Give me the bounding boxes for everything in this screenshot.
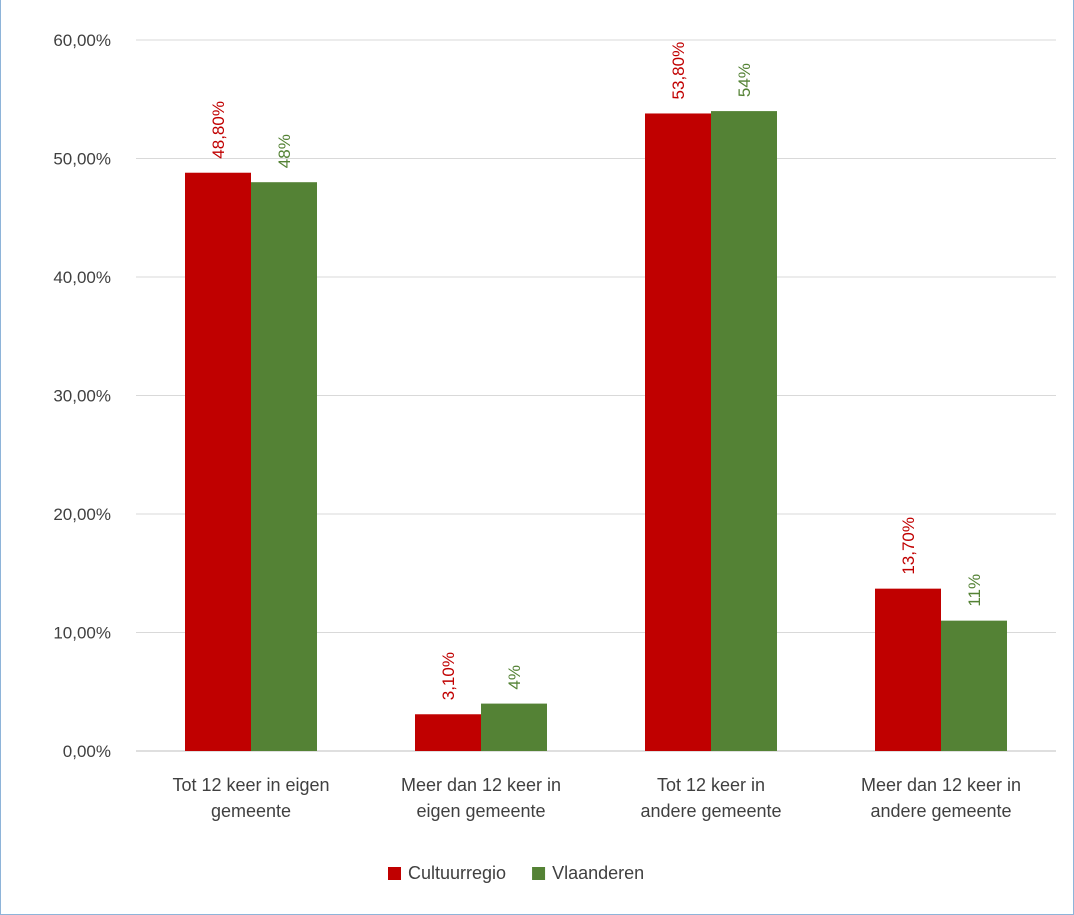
x-category-label: Meer dan 12 keer in [861,775,1021,795]
data-label: 13,70% [899,517,918,575]
bar-cultuurregio [645,113,711,752]
x-axis-categories: Tot 12 keer in eigen gemeente Meer dan 12 … [172,775,1021,821]
legend-swatch-vlaanderen [532,867,546,880]
data-label: 3,10% [439,652,458,700]
data-label: 48,80% [209,101,228,159]
bar-cultuurregio [185,172,251,752]
x-category-label: Tot 12 keer in [657,775,765,795]
y-tick-label: 40,00% [53,268,111,287]
data-label: 11% [965,574,984,607]
y-tick-label: 20,00% [53,505,111,524]
legend-label: Vlaanderen [552,863,644,883]
x-category-label: andere gemeente [870,801,1011,821]
bar-cultuurregio [875,588,941,751]
y-tick-label: 50,00% [53,150,111,169]
x-category-label: gemeente [211,801,291,821]
data-label: 48% [275,134,294,168]
x-category-label: Tot 12 keer in eigen [172,775,329,795]
bars [185,111,1007,752]
y-axis-ticks: 0,00% 10,00% 20,00% 30,00% 40,00% 50,00% 60,00… [53,31,111,761]
y-tick-label: 30,00% [53,387,111,406]
x-category-label: Meer dan 12 keer in [401,775,561,795]
x-category-label: andere gemeente [640,801,781,821]
bar-vlaanderen [711,111,777,752]
legend-label: Cultuurregio [408,863,506,883]
bar-cultuurregio [415,714,481,751]
data-label: 54% [735,63,754,97]
bar-vlaanderen [481,703,547,751]
data-label: 53,80% [669,42,688,100]
legend: Cultuurregio Vlaanderen [388,863,644,883]
y-tick-label: 60,00% [53,31,111,50]
bar-vlaanderen [251,182,317,751]
legend-swatch-cultuurregio [388,867,401,880]
y-tick-label: 0,00% [63,742,111,761]
data-labels: 48,80% 48% 3,10% 4% 53,80% 54% 13,70% 11% [209,42,984,700]
bar-vlaanderen [941,620,1007,751]
y-tick-label: 10,00% [53,624,111,643]
x-category-label: eigen gemeente [416,801,545,821]
data-label: 4% [505,665,524,690]
